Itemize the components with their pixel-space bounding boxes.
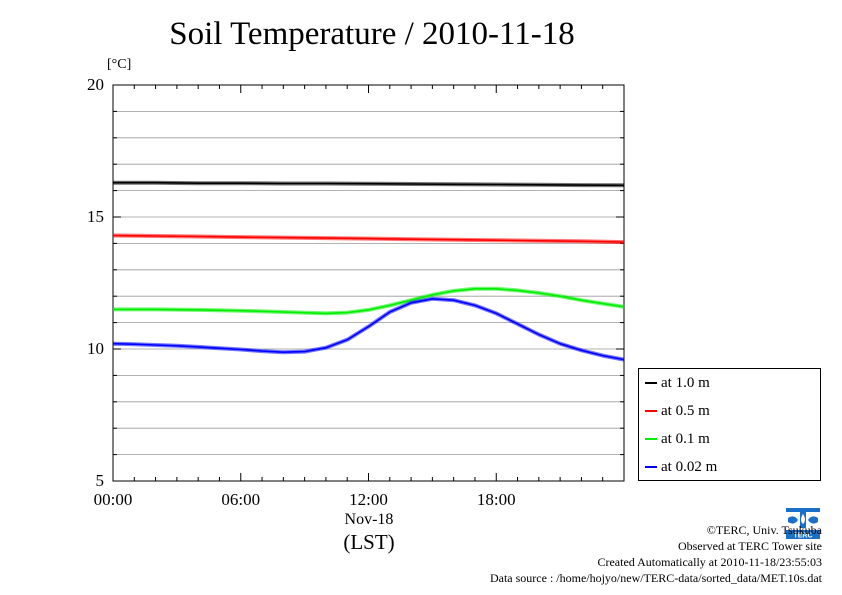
plot-frame [112, 84, 625, 482]
series-line-3 [112, 297, 625, 361]
legend-swatch [645, 382, 657, 384]
chart-title: Soil Temperature / 2010-11-18 [169, 16, 575, 52]
credit-line-site: Observed at TERC Tower site [677, 539, 822, 553]
legend-item: at 0.1 m [645, 429, 710, 449]
y-tick-label: 5 [95, 471, 105, 490]
credit-line-source: Data source : /home/hojyo/new/TERC-data/… [489, 571, 822, 585]
series-line-1 [112, 234, 625, 243]
credits: ©TERC, Univ. Tsukuba Observed at TERC To… [490, 522, 822, 586]
x-tick-label: 06:00 [221, 490, 261, 509]
legend-item: at 0.02 m [645, 457, 717, 477]
y-tick-label: 15 [87, 207, 104, 226]
x-tick-label: 18:00 [476, 490, 516, 509]
legend-swatch [645, 410, 657, 412]
series-line-0 [113, 181, 625, 187]
y-tick-label: 10 [87, 339, 104, 358]
legend-swatch [645, 466, 657, 468]
series-line-2 [113, 287, 625, 315]
legend-label: at 0.02 m [661, 458, 718, 475]
x-axis-date: Nov-18 [344, 511, 394, 528]
terc-logo: TERC [784, 502, 822, 540]
logo-text: TERC [793, 533, 812, 540]
legend-label: at 1.0 m [661, 374, 710, 391]
y-tick-label: 20 [87, 75, 104, 94]
x-axis-label: (LST) [343, 530, 395, 554]
legend-swatch [645, 438, 657, 440]
legend: at 1.0 m at 0.5 m at 0.1 m at 0.02 m [638, 368, 821, 481]
legend-item: at 0.5 m [645, 401, 710, 421]
credit-line-created: Created Automatically at 2010-11-18/23:5… [597, 555, 822, 569]
legend-label: at 0.5 m [661, 402, 710, 419]
x-tick-label: 12:00 [349, 490, 388, 509]
credit-line-copyright: ©TERC, Univ. Tsukuba [706, 523, 822, 537]
legend-item: at 1.0 m [645, 373, 710, 393]
x-tick-label: 00:00 [93, 490, 133, 509]
y-axis-unit: [°C] [107, 57, 132, 72]
legend-label: at 0.1 m [661, 430, 710, 447]
